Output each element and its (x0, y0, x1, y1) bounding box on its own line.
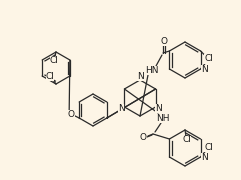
Text: HN: HN (145, 66, 159, 75)
Text: Cl: Cl (204, 55, 213, 64)
Text: O: O (161, 37, 167, 46)
Text: Cl: Cl (183, 136, 191, 145)
Text: Cl: Cl (204, 143, 213, 152)
Text: N: N (118, 104, 125, 113)
Text: N: N (137, 72, 143, 81)
Text: Cl: Cl (50, 55, 58, 64)
Text: O: O (68, 109, 75, 118)
Text: Cl: Cl (46, 71, 54, 80)
Text: N: N (155, 104, 162, 113)
Text: Cl: Cl (204, 53, 213, 62)
Text: N: N (201, 64, 208, 73)
Text: O: O (140, 134, 147, 143)
Text: N: N (201, 152, 208, 161)
Text: NH: NH (156, 114, 170, 123)
